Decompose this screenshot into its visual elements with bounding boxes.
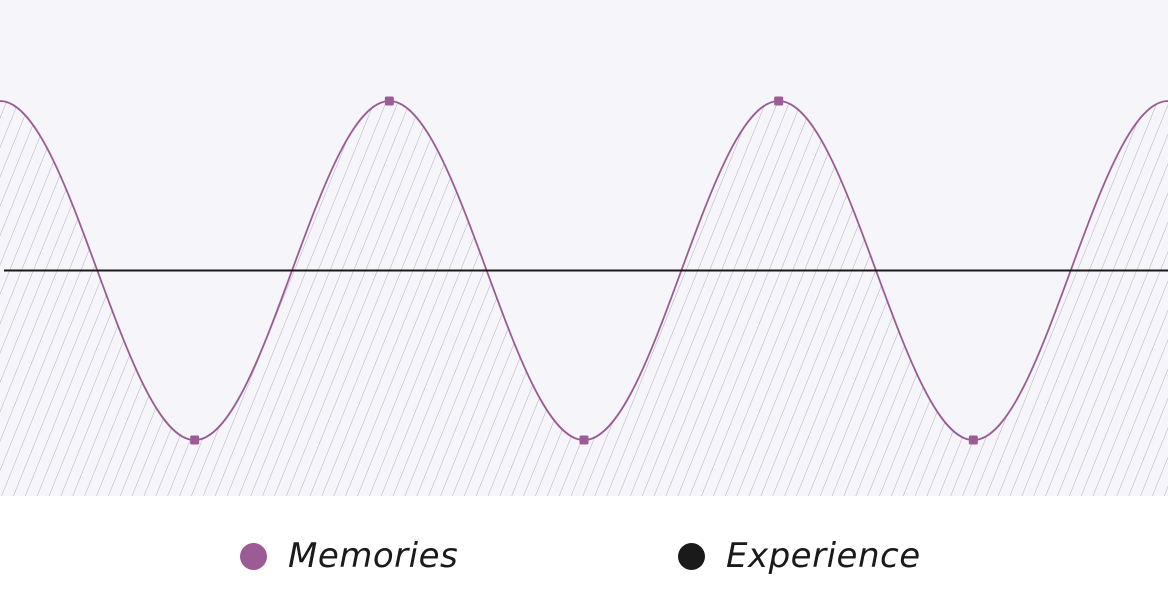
legend: Memories Experience — [0, 530, 1168, 582]
memories-point-4[interactable] — [774, 96, 784, 106]
legend-label-experience: Experience — [726, 536, 921, 576]
memories-point-1[interactable] — [190, 435, 200, 445]
memories-point-2[interactable] — [384, 96, 394, 106]
plot-background — [0, 0, 1168, 496]
legend-item-experience[interactable]: Experience — [678, 530, 921, 582]
memories-markers — [190, 96, 978, 445]
memories-legend-dot — [240, 542, 267, 570]
memories-point-5[interactable] — [968, 435, 978, 445]
legend-label-memories: Memories — [288, 536, 459, 576]
memories-area — [0, 101, 1168, 496]
experience-legend-dot — [678, 542, 705, 570]
plot-area — [0, 0, 1168, 496]
memories-point-3[interactable] — [579, 435, 589, 445]
legend-item-memories[interactable]: Memories — [240, 530, 458, 582]
